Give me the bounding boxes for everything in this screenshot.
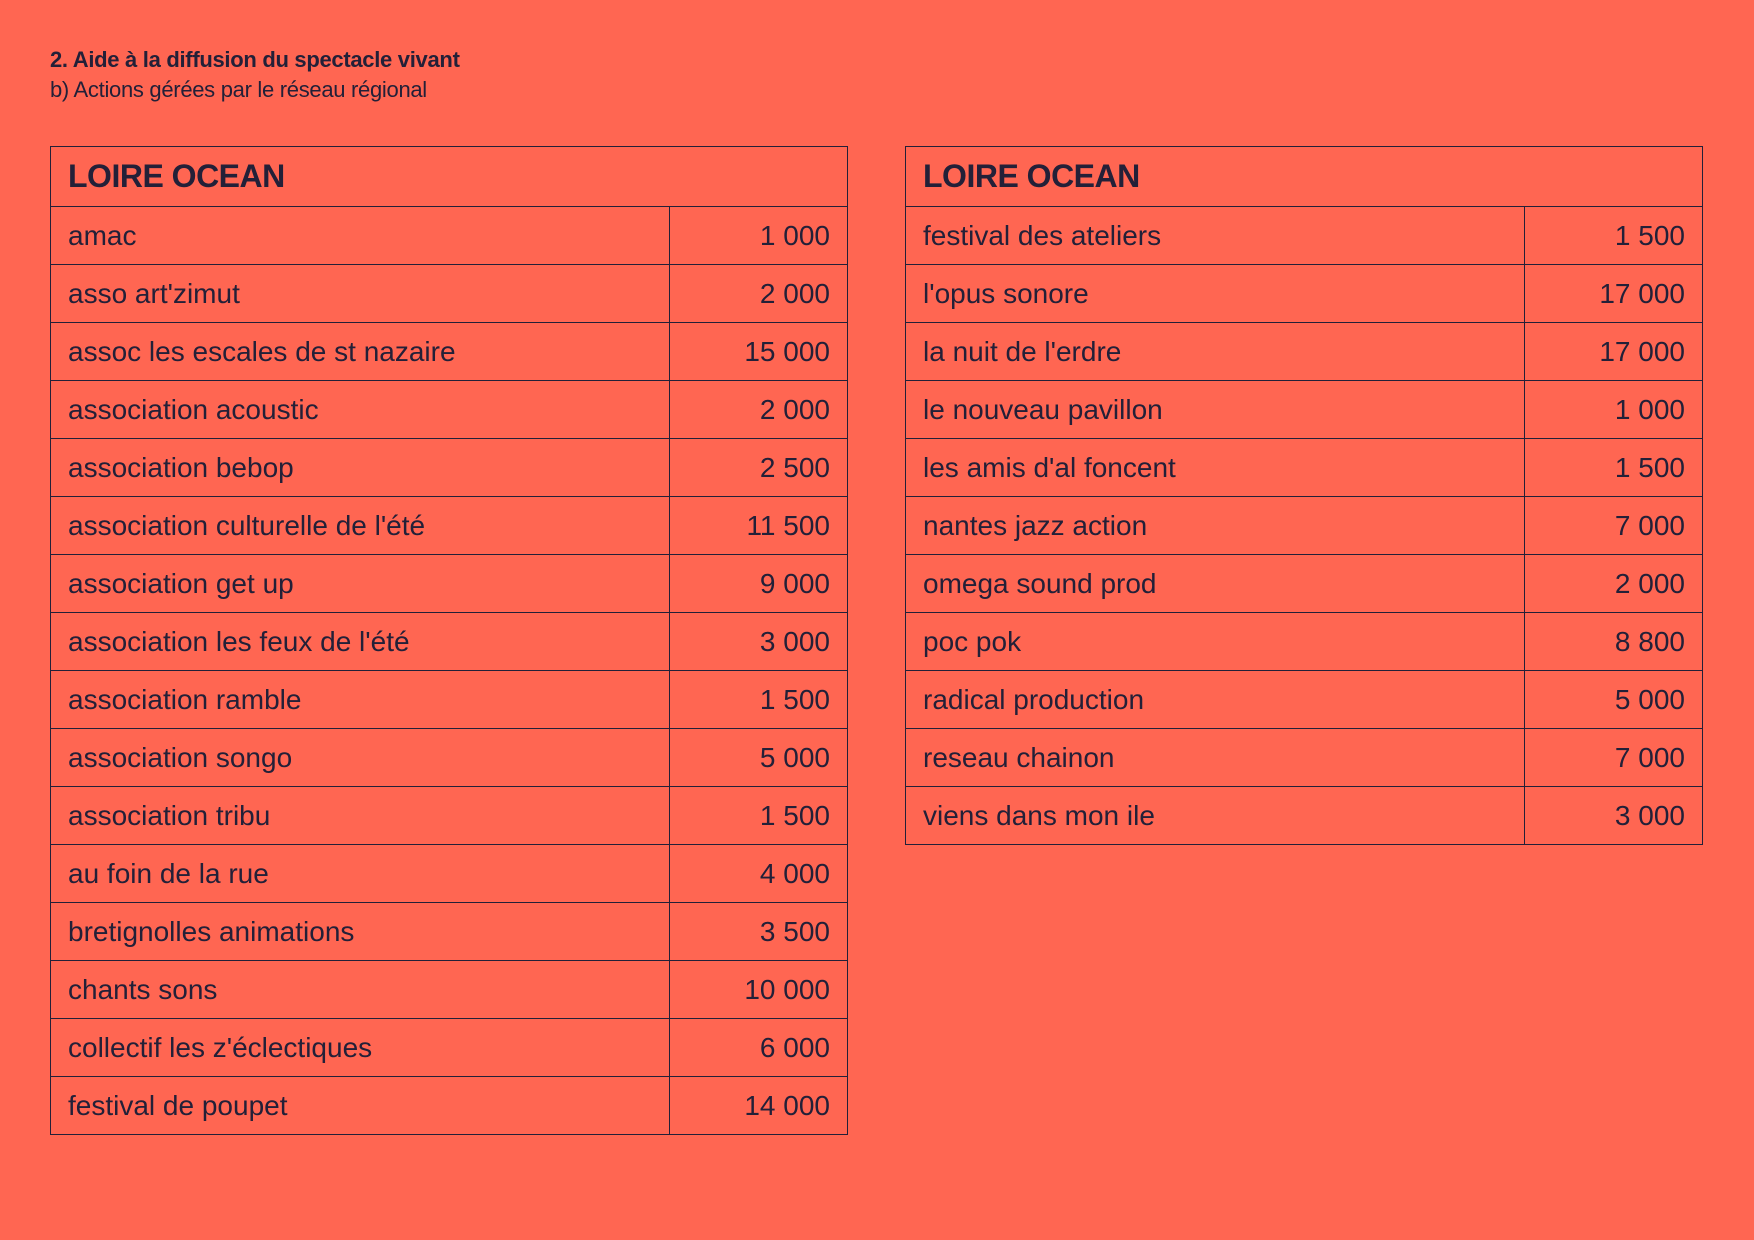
grant-amount: 1 000 [1524, 380, 1703, 439]
table-row: viens dans mon ile 3 000 [904, 786, 1703, 845]
grant-amount: 17 000 [1524, 264, 1703, 323]
table-row: association songo 5 000 [49, 728, 848, 787]
section-subtitle: b) Actions gérées par le réseau régional [50, 77, 427, 102]
organization-name: viens dans mon ile [904, 786, 1526, 845]
grant-amount: 5 000 [669, 728, 848, 787]
organization-name: amac [49, 206, 671, 265]
grant-amount: 7 000 [1524, 728, 1703, 787]
table-row: assoc les escales de st nazaire 15 000 [49, 322, 848, 381]
grant-amount: 11 500 [669, 496, 848, 555]
organization-name: chants sons [49, 960, 671, 1019]
table-row: radical production 5 000 [904, 670, 1703, 729]
grant-amount: 1 500 [1524, 206, 1703, 265]
table-header-title: LOIRE OCEAN [50, 146, 848, 207]
table-header-title: LOIRE OCEAN [905, 146, 1703, 207]
grant-amount: 3 000 [1524, 786, 1703, 845]
grant-amount: 3 500 [669, 902, 848, 961]
table-row: au foin de la rue 4 000 [49, 844, 848, 903]
table-row: amac 1 000 [49, 206, 848, 265]
table-row: l'opus sonore 17 000 [904, 264, 1703, 323]
organization-name: bretignolles animations [49, 902, 671, 961]
grants-table-right: LOIRE OCEAN festival des ateliers 1 500 l'… [904, 146, 1703, 845]
organization-name: association culturelle de l'été [49, 496, 671, 555]
organization-name: festival de poupet [49, 1076, 671, 1135]
grant-amount: 14 000 [669, 1076, 848, 1135]
section-title: 2. Aide à la diffusion du spectacle viva… [50, 47, 460, 72]
organization-name: association tribu [49, 786, 671, 845]
organization-name: nantes jazz action [904, 496, 1526, 555]
table-row: festival de poupet 14 000 [49, 1076, 848, 1135]
grant-amount: 1 500 [669, 670, 848, 729]
table-row: les amis d'al foncent 1 500 [904, 438, 1703, 497]
grant-amount: 9 000 [669, 554, 848, 613]
organization-name: association acoustic [49, 380, 671, 439]
grant-amount: 1 500 [669, 786, 848, 845]
organization-name: collectif les z'éclectiques [49, 1018, 671, 1077]
organization-name: association ramble [49, 670, 671, 729]
table-row: poc pok 8 800 [904, 612, 1703, 671]
organization-name: le nouveau pavillon [904, 380, 1526, 439]
grant-amount: 2 000 [1524, 554, 1703, 613]
table-row: asso art'zimut 2 000 [49, 264, 848, 323]
grant-amount: 2 000 [669, 264, 848, 323]
organization-name: asso art'zimut [49, 264, 671, 323]
organization-name: reseau chainon [904, 728, 1526, 787]
grant-amount: 10 000 [669, 960, 848, 1019]
grant-amount: 5 000 [1524, 670, 1703, 729]
table-row: association tribu 1 500 [49, 786, 848, 845]
organization-name: association get up [49, 554, 671, 613]
organization-name: omega sound prod [904, 554, 1526, 613]
grant-amount: 1 500 [1524, 438, 1703, 497]
organization-name: au foin de la rue [49, 844, 671, 903]
organization-name: association songo [49, 728, 671, 787]
table-row: la nuit de l'erdre 17 000 [904, 322, 1703, 381]
table-row: bretignolles animations 3 500 [49, 902, 848, 961]
table-row: collectif les z'éclectiques 6 000 [49, 1018, 848, 1077]
grant-amount: 15 000 [669, 322, 848, 381]
grant-amount: 1 000 [669, 206, 848, 265]
grant-amount: 8 800 [1524, 612, 1703, 671]
table-row: festival des ateliers 1 500 [904, 206, 1703, 265]
table-row: association ramble 1 500 [49, 670, 848, 729]
section-heading: 2. Aide à la diffusion du spectacle viva… [50, 45, 460, 105]
grant-amount: 2 000 [669, 380, 848, 439]
table-row: association les feux de l'été 3 000 [49, 612, 848, 671]
grant-amount: 7 000 [1524, 496, 1703, 555]
organization-name: association les feux de l'été [49, 612, 671, 671]
organization-name: la nuit de l'erdre [904, 322, 1526, 381]
organization-name: l'opus sonore [904, 264, 1526, 323]
table-row: association acoustic 2 000 [49, 380, 848, 439]
grant-amount: 2 500 [669, 438, 848, 497]
organization-name: assoc les escales de st nazaire [49, 322, 671, 381]
table-row: reseau chainon 7 000 [904, 728, 1703, 787]
table-row: association culturelle de l'été 11 500 [49, 496, 848, 555]
organization-name: association bebop [49, 438, 671, 497]
grant-amount: 3 000 [669, 612, 848, 671]
table-row: chants sons 10 000 [49, 960, 848, 1019]
organization-name: poc pok [904, 612, 1526, 671]
table-row: nantes jazz action 7 000 [904, 496, 1703, 555]
table-row: le nouveau pavillon 1 000 [904, 380, 1703, 439]
table-row: omega sound prod 2 000 [904, 554, 1703, 613]
table-row: association bebop 2 500 [49, 438, 848, 497]
organization-name: festival des ateliers [904, 206, 1526, 265]
table-header-row: LOIRE OCEAN [905, 146, 1703, 207]
organization-name: les amis d'al foncent [904, 438, 1526, 497]
table-header-row: LOIRE OCEAN [50, 146, 848, 207]
grant-amount: 17 000 [1524, 322, 1703, 381]
table-row: association get up 9 000 [49, 554, 848, 613]
grant-amount: 4 000 [669, 844, 848, 903]
grants-table-left: LOIRE OCEAN amac 1 000 asso art'zimut 2 000… [49, 146, 848, 1135]
grant-amount: 6 000 [669, 1018, 848, 1077]
organization-name: radical production [904, 670, 1526, 729]
